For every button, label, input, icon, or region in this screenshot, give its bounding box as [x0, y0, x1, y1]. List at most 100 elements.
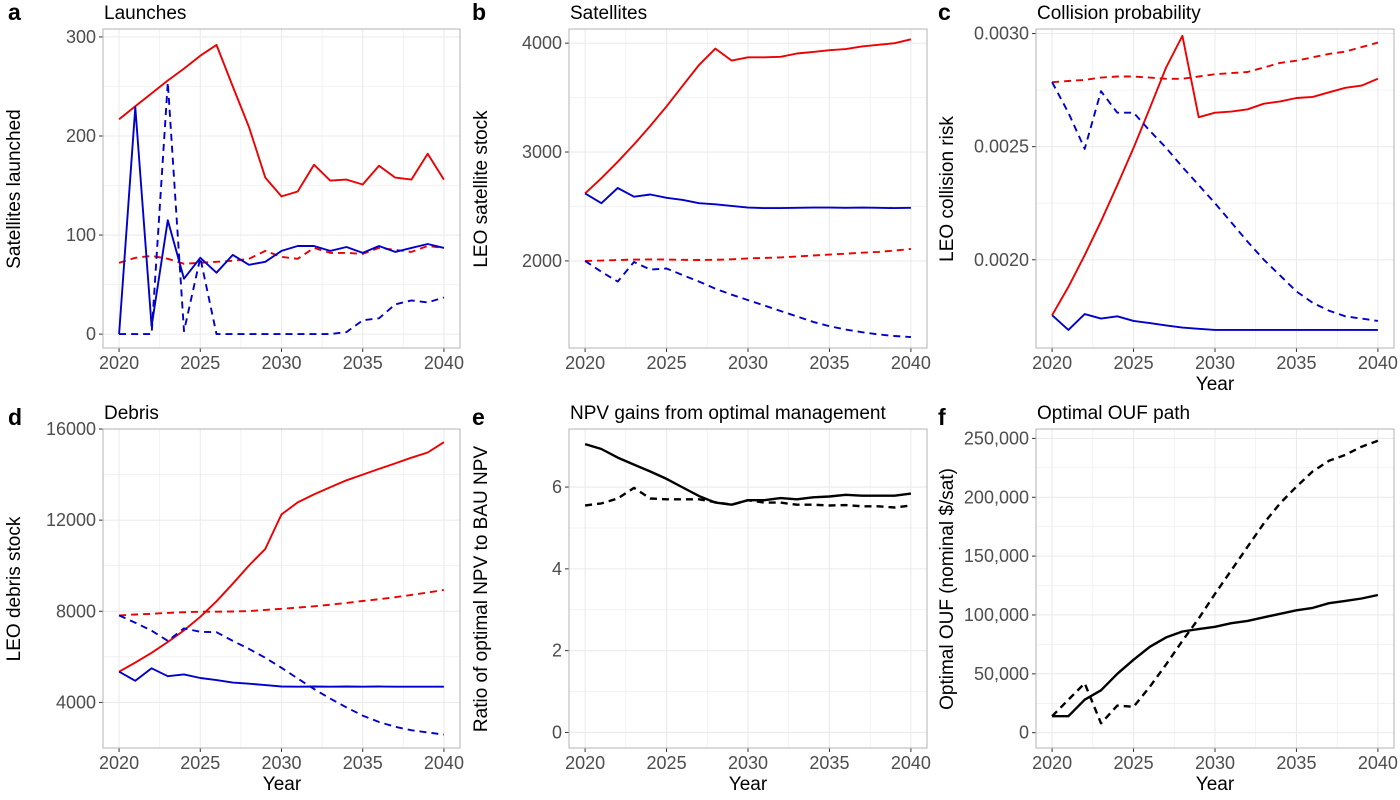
- y-axis-title: LEO collision risk: [937, 116, 958, 262]
- y-tick-label: 2: [552, 641, 562, 661]
- y-axis-title: Optimal OUF (nominal $/sat): [937, 468, 958, 710]
- panel-frame: [568, 28, 928, 349]
- x-tick-label: 2035: [1276, 353, 1316, 373]
- series-line-blue-dashed: [119, 81, 445, 336]
- series-line-black-dashed: [584, 486, 912, 509]
- x-tick-label: 2020: [99, 753, 139, 773]
- x-tick-label: 2030: [261, 353, 301, 373]
- y-tick-label: 8000: [56, 601, 96, 621]
- plot-area: 2020 2025 2030 2035 2040 4000 8000 12000 16000: [46, 419, 464, 773]
- y-axis-title: Satellites launched: [4, 109, 25, 269]
- series-line-blue-solid: [118, 106, 445, 335]
- series-line-red-dashed: [1052, 41, 1379, 84]
- x-tick-label: 2020: [1032, 353, 1072, 373]
- y-tick-label: 250,000: [964, 428, 1029, 448]
- x-axis-title: Year: [729, 774, 768, 795]
- y-tick-label: 100: [66, 225, 96, 245]
- y-axis-title: LEO satellite stock: [471, 110, 492, 268]
- y-tick-label: 0: [86, 324, 96, 344]
- x-tick-label: 2025: [647, 353, 687, 373]
- x-axis-title: Year: [263, 774, 302, 795]
- y-tick-label: 300: [66, 27, 96, 47]
- panel-title: Satellites: [570, 3, 647, 24]
- panel-letter: c: [938, 0, 951, 25]
- series-line-blue-dashed: [118, 614, 445, 736]
- x-tick-label: 2030: [1195, 353, 1235, 373]
- panel-title: Launches: [104, 3, 186, 24]
- panel-frame: [1035, 428, 1395, 749]
- y-tick-label: 4: [552, 559, 562, 579]
- x-tick-label: 2035: [343, 753, 383, 773]
- y-tick-label: 4000: [522, 33, 562, 53]
- panel-letter: b: [472, 0, 486, 25]
- x-tick-label: 2035: [1276, 753, 1316, 773]
- x-tick-label: 2030: [1195, 753, 1235, 773]
- x-tick-label: 2040: [1358, 353, 1398, 373]
- series-line-red-solid: [1051, 34, 1379, 316]
- y-tick-label: 3000: [522, 142, 562, 162]
- y-tick-label: 12000: [46, 510, 96, 530]
- x-axis-title: Year: [1196, 374, 1235, 395]
- plot-area: 2020 2025 2030 2035 2040 0 50,000 100,000 150,00…: [964, 428, 1398, 773]
- series-line-red-dashed: [119, 588, 445, 617]
- panel-frame: [102, 428, 461, 749]
- x-tick-label: 2025: [1114, 353, 1154, 373]
- x-tick-label: 2035: [809, 753, 849, 773]
- y-tick-label: 4000: [56, 692, 96, 712]
- series-line-black-dashed: [1051, 439, 1379, 725]
- panel-letter: f: [938, 404, 946, 430]
- x-tick-label: 2020: [99, 353, 139, 373]
- x-tick-label: 2025: [1114, 753, 1154, 773]
- y-tick-label: 200,000: [964, 487, 1029, 507]
- panel-f: 2020 2025 2030 2035 2040 0 50,000 100,000 150,00…: [937, 403, 1398, 795]
- y-tick-label: 0: [1019, 723, 1029, 743]
- panel-frame: [102, 28, 461, 349]
- plot-area: 2020 2025 2030 2035 2040 0 2 4 6: [552, 428, 931, 773]
- series-line-blue-dashed: [584, 260, 911, 339]
- panel-letter: a: [8, 0, 21, 25]
- x-tick-label: 2040: [891, 353, 931, 373]
- series-line-red-solid: [118, 43, 445, 198]
- y-tick-label: 0.0025: [974, 137, 1029, 157]
- series-line-red-solid: [584, 38, 912, 195]
- x-tick-label: 2040: [424, 753, 464, 773]
- panel-letter: e: [472, 404, 485, 430]
- x-tick-label: 2030: [261, 753, 301, 773]
- panel-e: 2020 2025 2030 2035 2040 0 2 4 6 e NPV gains fro…: [471, 403, 931, 795]
- plot-area: 2020 2025 2030 2035 2040 0 100 200 300: [66, 27, 464, 373]
- y-tick-label: 0: [552, 722, 562, 742]
- x-tick-label: 2020: [565, 753, 605, 773]
- x-tick-label: 2040: [424, 353, 464, 373]
- panel-title: NPV gains from optimal management: [570, 403, 886, 424]
- y-tick-label: 16000: [46, 419, 96, 439]
- series-line-blue-solid: [118, 667, 444, 688]
- x-tick-label: 2030: [728, 353, 768, 373]
- panel-d: 2020 2025 2030 2035 2040 4000 8000 12000 16000 d…: [4, 403, 464, 795]
- plot-area: 2020 2025 2030 2035 2040 2000 3000 4000: [522, 28, 931, 373]
- series-line-black-solid: [1052, 593, 1379, 718]
- y-tick-label: 0.0020: [974, 250, 1029, 270]
- panel-title: Collision probability: [1037, 3, 1201, 24]
- y-tick-label: 6: [552, 477, 562, 497]
- series-line-blue-solid: [1051, 313, 1378, 331]
- x-tick-label: 2035: [809, 353, 849, 373]
- series-line-blue-solid: [584, 187, 911, 210]
- panel-frame: [1035, 28, 1395, 349]
- series-line-red-solid: [118, 441, 445, 673]
- x-tick-label: 2035: [343, 353, 383, 373]
- x-tick-label: 2020: [1032, 753, 1072, 773]
- panel-title: Optimal OUF path: [1037, 403, 1190, 424]
- x-tick-label: 2025: [180, 753, 220, 773]
- x-tick-label: 2030: [728, 753, 768, 773]
- y-axis-title: LEO debris stock: [4, 516, 25, 661]
- x-tick-label: 2020: [565, 353, 605, 373]
- x-tick-label: 2025: [647, 753, 687, 773]
- x-tick-label: 2040: [1358, 753, 1398, 773]
- panel-a: 2020 2025 2030 2035 2040 0 100 200 300 a Launche…: [4, 0, 464, 373]
- series-line-red-dashed: [585, 247, 911, 262]
- y-tick-label: 200: [66, 126, 96, 146]
- y-axis-title: Ratio of optimal NPV to BAU NPV: [471, 446, 492, 732]
- panel-b: 2020 2025 2030 2035 2040 2000 3000 4000 b Satel…: [471, 0, 931, 373]
- panel-frame: [568, 428, 928, 749]
